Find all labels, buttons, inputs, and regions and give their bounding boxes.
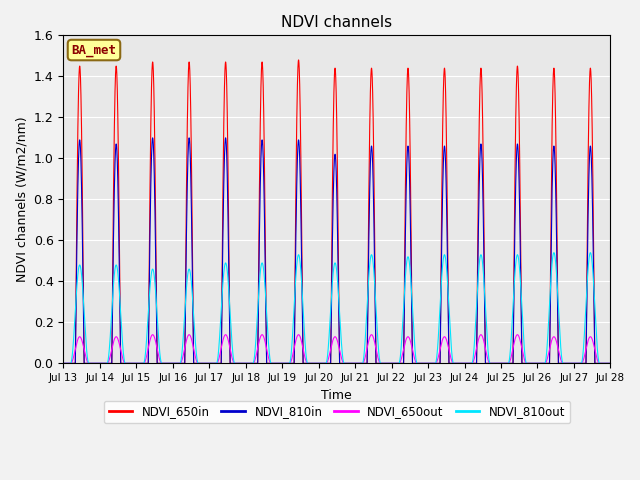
NDVI_650out [60, 360, 67, 366]
NDVI_810out [586, 250, 594, 255]
NDVI_650out [177, 360, 184, 366]
NDVI_810in [413, 360, 420, 366]
NDVI_810out [177, 360, 184, 366]
NDVI_650in [177, 360, 184, 366]
NDVI_650in [264, 360, 272, 366]
NDVI_650out [605, 360, 612, 366]
Line: NDVI_650out: NDVI_650out [63, 335, 611, 363]
NDVI_810out [607, 360, 614, 366]
Y-axis label: NDVI channels (W/m2/nm): NDVI channels (W/m2/nm) [15, 117, 28, 282]
NDVI_810in [149, 135, 157, 141]
NDVI_650in [171, 360, 179, 366]
NDVI_810out [490, 360, 498, 366]
NDVI_650in [60, 360, 67, 366]
NDVI_650out [171, 360, 179, 366]
Text: BA_met: BA_met [72, 44, 116, 57]
Line: NDVI_810out: NDVI_810out [63, 252, 611, 363]
NDVI_810out [264, 335, 272, 340]
NDVI_810in [264, 360, 272, 366]
NDVI_810out [412, 359, 420, 364]
Line: NDVI_650in: NDVI_650in [63, 60, 611, 363]
X-axis label: Time: Time [321, 389, 352, 402]
NDVI_810in [605, 360, 612, 366]
Line: NDVI_810in: NDVI_810in [63, 138, 611, 363]
NDVI_650in [295, 57, 303, 63]
NDVI_650in [490, 360, 498, 366]
NDVI_810in [490, 360, 498, 366]
NDVI_650out [490, 360, 498, 366]
Legend: NDVI_650in, NDVI_810in, NDVI_650out, NDVI_810out: NDVI_650in, NDVI_810in, NDVI_650out, NDV… [104, 401, 570, 423]
NDVI_650out [264, 353, 272, 359]
NDVI_810in [171, 360, 179, 366]
NDVI_810in [60, 360, 67, 366]
NDVI_810in [177, 360, 184, 366]
NDVI_810in [607, 360, 614, 366]
NDVI_650out [607, 360, 614, 366]
NDVI_810out [605, 360, 612, 366]
NDVI_810out [171, 360, 179, 366]
NDVI_650in [413, 360, 420, 366]
NDVI_650in [607, 360, 614, 366]
NDVI_650out [413, 360, 420, 366]
NDVI_650out [149, 332, 157, 337]
NDVI_810out [60, 360, 67, 366]
Title: NDVI channels: NDVI channels [282, 15, 392, 30]
NDVI_650in [605, 360, 612, 366]
